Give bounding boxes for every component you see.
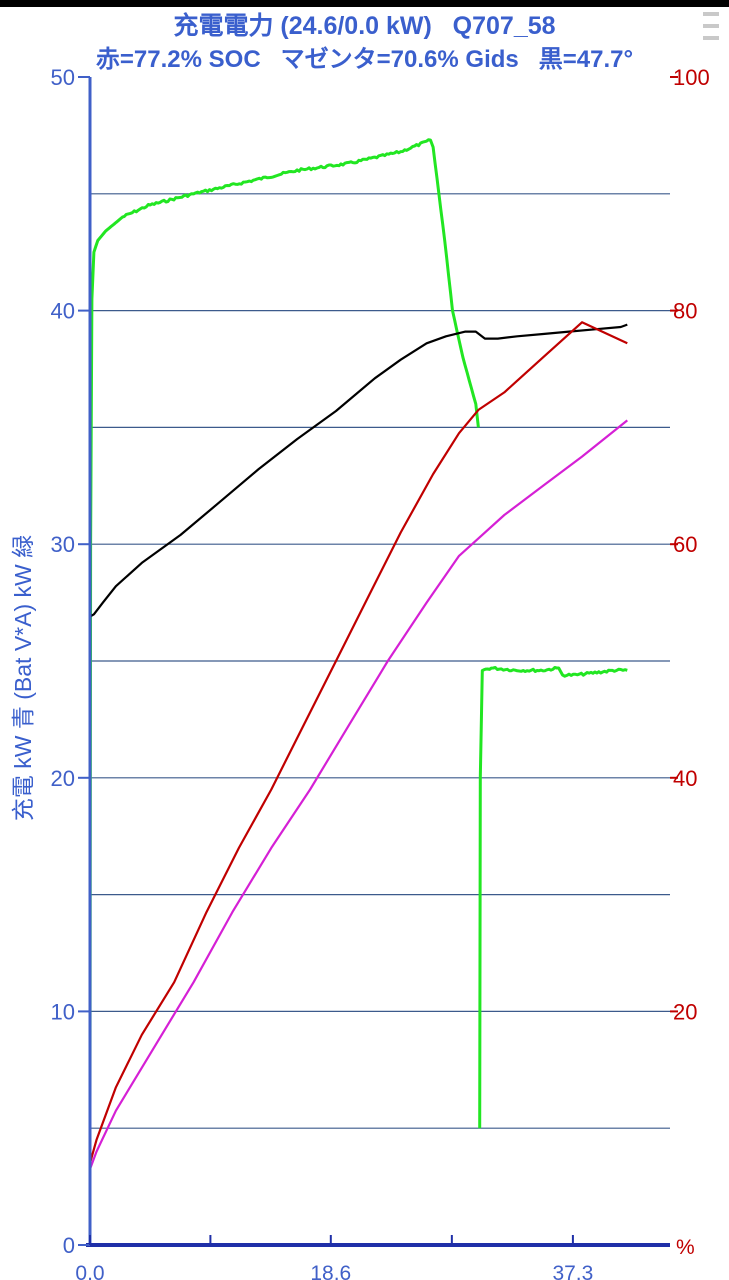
series-line-green xyxy=(88,138,480,1105)
left-tick-label: 20 xyxy=(51,766,75,791)
series-line-black xyxy=(89,323,628,618)
axes xyxy=(78,76,678,1247)
top-bar xyxy=(0,0,729,7)
chart-title: 充電電力 (24.6/0.0 kW) Q707_58 xyxy=(173,12,556,40)
series-line-magenta xyxy=(88,419,628,1170)
x-tick-label: 37.3 xyxy=(552,1262,593,1280)
left-tick-label: 0 xyxy=(63,1233,75,1258)
tick-labels: 0 10 20 30 40 50 20 40 60 80 100% 0.0 18.6 37.3 xyxy=(51,65,710,1280)
series-line-red xyxy=(88,321,628,1164)
left-tick-label: 30 xyxy=(51,532,75,557)
gridlines xyxy=(90,193,670,1129)
overflow-menu-icon[interactable] xyxy=(703,12,721,40)
left-tick-label: 10 xyxy=(51,999,75,1024)
right-tick-label: 80 xyxy=(673,299,697,324)
right-tick-label: 100 xyxy=(673,65,710,90)
right-axis-unit-label: % xyxy=(676,1236,695,1259)
left-tick-label: 40 xyxy=(51,299,75,324)
series-line-green xyxy=(478,666,628,1129)
x-tick-label: 18.6 xyxy=(310,1262,351,1280)
x-tick-label: 0.0 xyxy=(75,1262,104,1280)
left-tick-label: 50 xyxy=(51,65,75,90)
chart-subtitle: 赤=77.2% SOC マゼンタ=70.6% Gids 黒=47.7° xyxy=(95,46,634,73)
right-tick-label: 60 xyxy=(673,532,697,557)
right-tick-label: 20 xyxy=(673,999,697,1024)
right-tick-label: 40 xyxy=(673,766,697,791)
series-lines xyxy=(88,138,628,1170)
